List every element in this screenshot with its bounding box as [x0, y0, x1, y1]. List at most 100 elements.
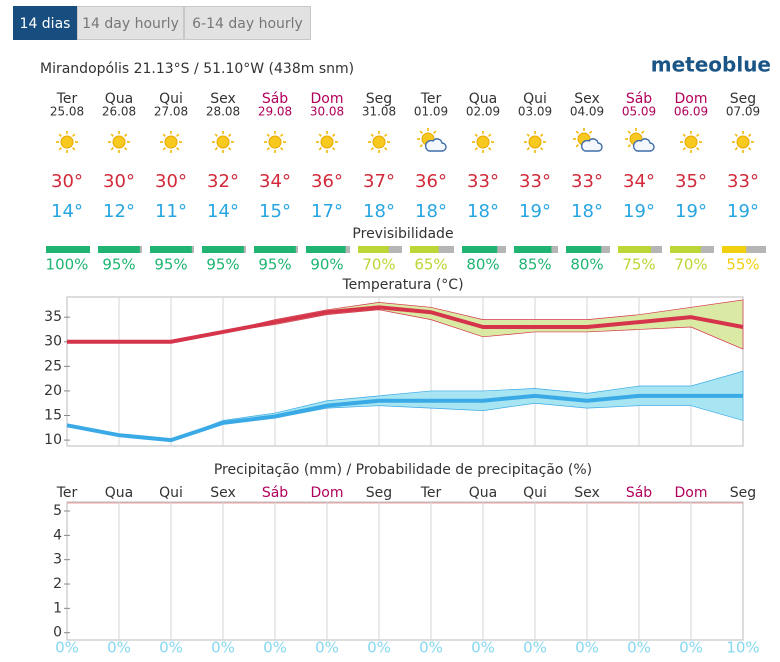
sun-ray [266, 147, 270, 151]
cloud [632, 138, 655, 152]
sun-ray [110, 133, 114, 137]
brand[interactable]: meteoblue [651, 53, 771, 77]
weather-icon [316, 131, 338, 153]
probability-label: 0% [575, 639, 599, 657]
y-tick-label: 15 [44, 408, 62, 424]
sun-ray [748, 133, 752, 137]
sun-ray [72, 147, 76, 151]
sun-ray [488, 147, 492, 151]
predictability-label: 65% [414, 256, 447, 274]
date: 31.08 [362, 105, 396, 119]
max-temp: 34° [623, 171, 655, 192]
max-temp: 34° [259, 171, 291, 192]
x-tick-label: Qui [159, 485, 183, 501]
sun-ray [72, 133, 76, 137]
predictability-bar [254, 246, 296, 253]
sun-ray [575, 144, 579, 148]
weekday: Sáb [626, 91, 652, 107]
probability-label: 0% [419, 639, 443, 657]
probability-label: 0% [315, 639, 339, 657]
y-tick-label: 3 [53, 552, 62, 568]
min-temp: 14° [51, 201, 83, 222]
weekday: Ter [56, 91, 78, 107]
y-tick-label: 25 [44, 358, 62, 374]
tab[interactable]: 14 day hourly [77, 6, 184, 40]
tab[interactable]: 14 dias [13, 6, 77, 40]
probability-label: 0% [627, 639, 651, 657]
sun-ray [370, 133, 374, 137]
weekday: Qua [469, 91, 497, 107]
weather-icon [680, 131, 702, 153]
y-tick-label: 2 [53, 576, 62, 592]
temperature-line [67, 305, 744, 344]
weekday: Seg [366, 91, 392, 107]
probability-label: 0% [263, 639, 287, 657]
date: 04.09 [570, 105, 604, 119]
weather-icon [264, 131, 286, 153]
min-temp: 18° [571, 201, 603, 222]
y-tick-label: 4 [53, 527, 62, 543]
probability-label: 0% [159, 639, 183, 657]
y-tick-label: 20 [44, 383, 62, 399]
predictability-title: Previsibilidade [352, 226, 453, 242]
min-temp: 18° [467, 201, 499, 222]
x-tick-label: Dom [311, 485, 344, 501]
min-temp: 12° [103, 201, 135, 222]
sun-ray [488, 133, 492, 137]
date: 25.08 [50, 105, 84, 119]
weather-icon [472, 131, 494, 153]
predictability-bar [306, 246, 346, 253]
min-temp: 19° [727, 201, 759, 222]
x-tick-label: Sex [210, 485, 236, 501]
min-temp: 17° [311, 201, 343, 222]
sun-ray [318, 147, 322, 151]
min-temp: 18° [363, 201, 395, 222]
predictability-bar [46, 246, 90, 253]
sun-ray [627, 144, 631, 148]
probability-label: 0% [471, 639, 495, 657]
sun-ray [682, 147, 686, 151]
sun-ray [124, 147, 128, 151]
weekday: Qui [159, 91, 183, 107]
min-temp: 19° [675, 201, 707, 222]
max-temp: 36° [415, 171, 447, 192]
date: 26.08 [102, 105, 136, 119]
weather-icon [368, 131, 390, 153]
weather-icon [160, 131, 182, 153]
sun [684, 135, 698, 149]
weekday: Sex [210, 91, 236, 107]
max-temp: 33° [571, 171, 603, 192]
probability-label: 0% [367, 639, 391, 657]
weekday: Dom [675, 91, 708, 107]
predictability-bar [410, 246, 439, 253]
predictability-bar [670, 246, 701, 253]
sun-ray [332, 133, 336, 137]
tab[interactable]: 6-14 day hourly [184, 6, 311, 40]
predictability-bar [358, 246, 389, 253]
max-temp: 30° [51, 171, 83, 192]
probability-label: 0% [523, 639, 547, 657]
predictability-bar [150, 246, 192, 253]
date: 06.09 [674, 105, 708, 119]
sun-ray [419, 144, 423, 148]
sun-ray [575, 130, 579, 134]
weekday: Dom [311, 91, 344, 107]
sun-ray [58, 147, 62, 151]
sun-ray [589, 130, 593, 134]
x-tick-label: Seg [366, 485, 392, 501]
min-temp: 15° [259, 201, 291, 222]
sun [476, 135, 490, 149]
sun [164, 135, 178, 149]
date: 29.08 [258, 105, 292, 119]
sun-ray [384, 147, 388, 151]
x-tick-label: Ter [56, 485, 78, 501]
min-temp: 14° [207, 201, 239, 222]
weekday: Sex [574, 91, 600, 107]
sun-ray [474, 147, 478, 151]
predictability-bar [202, 246, 244, 253]
cloud [580, 138, 603, 152]
cloud [424, 138, 447, 152]
predictability-label: 80% [570, 256, 603, 274]
weekday: Ter [420, 91, 442, 107]
